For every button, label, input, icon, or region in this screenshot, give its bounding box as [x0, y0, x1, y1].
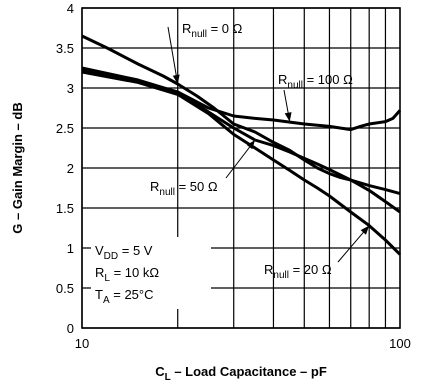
y-tick-label: 1.5: [56, 201, 74, 216]
y-tick-label: 2.5: [56, 121, 74, 136]
annotation-label-1: Rnull = 100 Ω: [278, 72, 353, 91]
y-tick-label: 3.5: [56, 41, 74, 56]
condition-0: VDD = 5 V: [95, 243, 153, 262]
series-line-2: [81, 68, 401, 214]
tick-labels: 0 0.5 1 1.5 2 2.5 3 3.5 4 10 100: [56, 1, 411, 351]
annotation-label-3: Rnull = 20 Ω: [264, 262, 332, 281]
annotation-arrowhead-1: [284, 112, 292, 122]
x-tick-label: 10: [75, 336, 89, 351]
annotation-label-2: Rnull = 50 Ω: [150, 179, 218, 198]
annotation-arrowhead-2: [246, 140, 256, 150]
test-conditions: VDD = 5 V RL = 10 kΩ TA = 25°C: [91, 237, 211, 309]
series-line-0: [81, 34, 401, 196]
condition-2: TA = 25°C: [95, 287, 154, 306]
annotations: Rnull = 0 Ω Rnull = 100 Ω Rnull = 50 Ω Rnul…: [150, 21, 370, 281]
series-line-3: [81, 70, 402, 256]
annotation-label-0: Rnull = 0 Ω: [182, 21, 243, 40]
y-tick-label: 2: [67, 161, 74, 176]
y-axis-label: G – Gain Margin – dB: [10, 102, 25, 233]
conditions-background: [91, 237, 211, 309]
plot-border: [81, 7, 401, 329]
y-tick-label: 4: [67, 1, 74, 16]
y-tick-label: 0: [67, 321, 74, 336]
plot-frame: [81, 7, 401, 329]
annotation-arrowhead-3: [360, 225, 370, 235]
x-tick-label: 100: [389, 336, 411, 351]
y-tick-label: 3: [67, 81, 74, 96]
annotation-arrowhead-0: [172, 74, 180, 84]
x-axis-label: CL – Load Capacitance – pF: [155, 364, 327, 383]
series-lines: [81, 34, 402, 256]
annotation-arrow-line-0: [167, 26, 179, 85]
condition-1: RL = 10 kΩ: [95, 265, 159, 284]
y-tick-label: 1: [67, 241, 74, 256]
y-tick-label: 0.5: [56, 281, 74, 296]
